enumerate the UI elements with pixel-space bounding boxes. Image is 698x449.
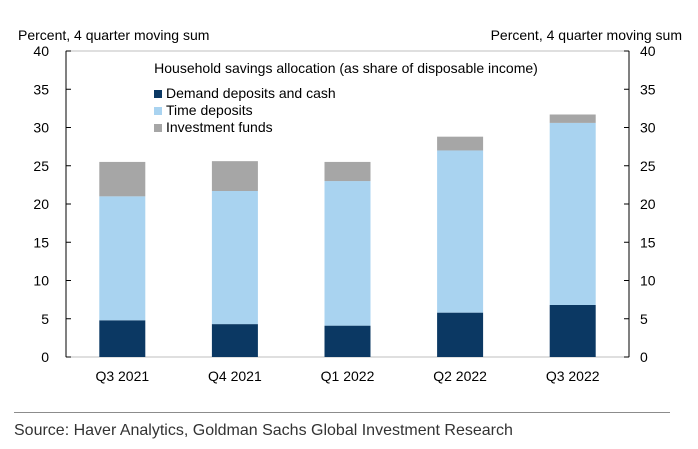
right-tick-label: 30 [640,120,656,136]
right-tick-label: 40 [640,43,656,59]
left-y-axis: 0 5 10 15 20 25 30 35 40 [33,43,71,365]
bar-segment-time-deposits [549,122,596,305]
bar-segment-investment-funds [99,161,146,197]
y-axis-label-right: Percent, 4 quarter moving sum [491,27,682,43]
left-tick-label: 20 [33,196,49,212]
left-tick-label: 5 [41,311,49,327]
stacked-bar-chart: Percent, 4 quarter moving sum Percent, 4… [18,27,682,384]
x-tick-label: Q3 2022 [546,368,600,384]
right-tick-label: 10 [640,273,656,289]
bars [99,114,596,357]
right-y-axis: 0 5 10 15 20 25 30 35 40 [624,43,656,365]
bar-segment-demand-deposits [211,324,258,357]
x-tick-label: Q3 2021 [95,368,149,384]
bar-segment-investment-funds [549,114,596,123]
left-tick-label: 25 [33,158,49,174]
x-axis: Q3 2021 Q4 2021 Q1 2022 Q2 2022 Q3 2022 [95,368,599,384]
source-note: Source: Haver Analytics, Goldman Sachs G… [14,422,513,439]
bar-segment-demand-deposits [437,312,484,357]
legend-swatch [154,107,162,115]
left-tick-label: 40 [33,43,49,59]
y-axis-label-left: Percent, 4 quarter moving sum [18,27,209,43]
bar-segment-investment-funds [324,161,371,182]
x-tick-label: Q2 2022 [433,368,487,384]
right-tick-label: 25 [640,158,656,174]
left-tick-label: 0 [41,349,49,365]
bar-segment-time-deposits [437,150,484,313]
bar-segment-demand-deposits [99,320,146,357]
left-tick-label: 30 [33,120,49,136]
left-tick-label: 10 [33,273,49,289]
legend-label: Investment funds [166,119,273,135]
bar-segment-time-deposits [324,181,371,326]
bar-segment-time-deposits [99,196,146,321]
bar-segment-investment-funds [437,136,484,151]
legend-label: Demand deposits and cash [166,85,336,101]
chart-title: Household savings allocation (as share o… [154,60,538,76]
right-tick-label: 5 [640,311,648,327]
legend-swatch [154,90,162,98]
bar-segment-demand-deposits [549,304,596,357]
bar-segment-investment-funds [211,161,258,191]
right-tick-label: 15 [640,234,656,250]
bar-segment-demand-deposits [324,325,371,357]
bar-segment-time-deposits [211,190,258,325]
legend-label: Time deposits [166,102,253,118]
source-divider [14,412,670,413]
right-tick-label: 35 [640,81,656,97]
left-tick-label: 15 [33,234,49,250]
x-tick-label: Q4 2021 [208,368,262,384]
left-tick-label: 35 [33,81,49,97]
right-tick-label: 0 [640,349,648,365]
x-tick-label: Q1 2022 [321,368,375,384]
right-tick-label: 20 [640,196,656,212]
legend-swatch [154,124,162,132]
